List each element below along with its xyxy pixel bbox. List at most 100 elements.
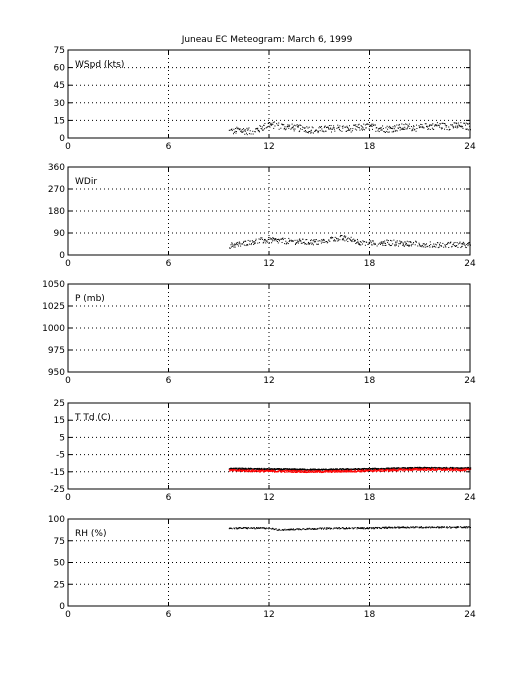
- rh-point: [422, 526, 424, 528]
- wdir-point: [383, 242, 385, 244]
- wdir-point: [337, 238, 339, 240]
- wdir-point: [432, 245, 434, 247]
- wspd-point: [346, 125, 348, 127]
- wspd-panel-label: WSpd (kts): [75, 60, 124, 70]
- temp-point: [334, 471, 336, 473]
- wspd-point: [402, 128, 404, 130]
- wspd-point: [231, 130, 233, 132]
- temp-point: [263, 467, 265, 470]
- temp-point: [244, 468, 246, 470]
- wspd-point: [433, 128, 435, 130]
- wspd-point: [441, 128, 443, 130]
- temp-point: [366, 469, 369, 471]
- rh-point: [315, 528, 317, 530]
- wspd-point: [346, 127, 348, 129]
- temp-point: [446, 468, 449, 471]
- wdir-point: [240, 243, 242, 245]
- wspd-point: [353, 124, 355, 126]
- wspd-point: [342, 127, 344, 129]
- wdir-point: [440, 245, 442, 247]
- temp-point: [269, 467, 271, 470]
- wspd-point: [436, 122, 438, 124]
- temp-point: [250, 470, 252, 473]
- temp-point: [360, 470, 362, 472]
- wspd-point: [283, 128, 285, 130]
- temp-point: [245, 470, 247, 472]
- rh-point: [363, 527, 365, 529]
- wdir-point: [404, 241, 406, 243]
- rh-point: [256, 527, 258, 529]
- temp-point: [236, 467, 238, 469]
- temp-point: [360, 469, 362, 471]
- rh-point: [286, 529, 288, 531]
- temp-point: [314, 470, 316, 473]
- wspd-point: [339, 125, 341, 127]
- wdir-point: [250, 243, 252, 245]
- temp-point: [385, 469, 387, 471]
- temp-point: [349, 469, 351, 472]
- wspd-point: [269, 122, 270, 124]
- wdir-point: [372, 240, 374, 242]
- rh-point: [265, 528, 267, 530]
- wspd-point: [415, 124, 417, 126]
- rh-point: [366, 528, 368, 530]
- wspd-ytick-label: 45: [54, 81, 65, 91]
- wspd-point: [232, 133, 234, 135]
- wspd-point: [399, 129, 401, 131]
- rh-point: [320, 527, 322, 529]
- wspd-point: [442, 122, 444, 124]
- temp-point: [388, 470, 390, 472]
- wspd-point: [266, 126, 268, 128]
- wspd-point: [434, 124, 436, 126]
- wspd-point: [420, 126, 422, 128]
- temp-point: [365, 469, 367, 471]
- wdir-point: [305, 243, 307, 245]
- temp-point: [257, 470, 259, 472]
- wdir-point: [446, 243, 448, 245]
- pres-ytick-label: 975: [48, 346, 65, 356]
- temp-point: [277, 468, 279, 470]
- temp-point: [258, 467, 260, 470]
- temp-point: [257, 468, 259, 471]
- wspd-point: [421, 124, 423, 126]
- wspd-point: [334, 130, 336, 132]
- wspd-point: [375, 130, 377, 132]
- temp-point: [309, 469, 311, 471]
- wdir-point: [429, 241, 431, 243]
- wspd-point: [349, 129, 351, 131]
- wdir-point: [266, 240, 268, 242]
- rh-point: [274, 528, 276, 530]
- temp-point: [423, 469, 425, 471]
- wspd-point: [302, 126, 304, 128]
- wspd-point: [385, 127, 387, 129]
- rh-point: [267, 527, 269, 529]
- wdir-point: [231, 243, 233, 245]
- temp-point: [311, 469, 313, 471]
- wdir-point: [347, 237, 349, 239]
- temp-point: [336, 471, 338, 473]
- temp-point: [347, 469, 349, 471]
- temp-point: [409, 466, 411, 469]
- rh-point: [416, 526, 418, 528]
- wdir-point: [382, 243, 384, 245]
- wdir-point: [454, 241, 456, 243]
- temp-point: [388, 469, 390, 472]
- temp-point: [424, 467, 426, 470]
- wspd-point: [397, 127, 399, 129]
- temp-point: [423, 468, 426, 470]
- rh-point: [235, 527, 237, 529]
- wspd-point: [315, 129, 317, 131]
- rh-xtick-label: 24: [464, 610, 476, 620]
- wspd-point: [260, 127, 262, 129]
- rh-point: [439, 527, 441, 529]
- temp-point: [315, 470, 318, 473]
- temp-point: [329, 470, 331, 472]
- temp-point: [269, 470, 271, 472]
- temp-point: [330, 469, 332, 471]
- temp-point: [273, 468, 275, 470]
- wspd-point: [437, 124, 439, 126]
- wspd-point: [325, 130, 327, 132]
- rh-xtick-label: 0: [65, 610, 71, 620]
- rh-point: [396, 526, 398, 528]
- wdir-point: [335, 240, 337, 242]
